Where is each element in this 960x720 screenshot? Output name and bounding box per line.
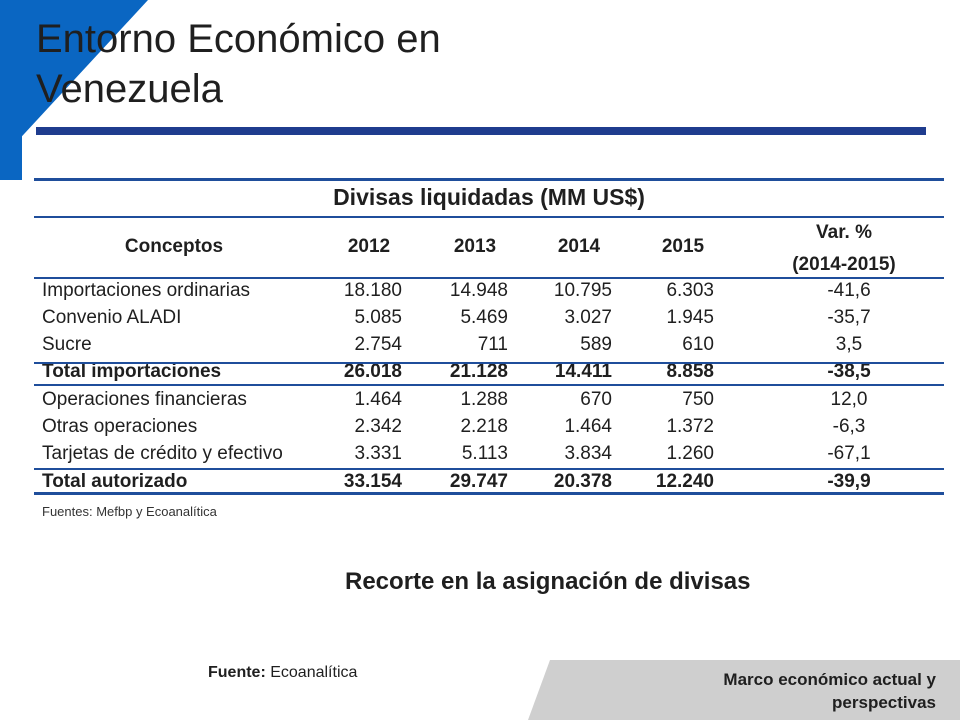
row-value-2012: 33.154 <box>343 471 402 492</box>
row-label: Sucre <box>42 334 92 355</box>
row-value-2013: 21.128 <box>449 361 508 382</box>
row-value-2015: 1.372 <box>666 416 714 437</box>
header-2012: 2012 <box>347 236 391 257</box>
footer-line2: perspectivas <box>832 693 936 712</box>
row-value-2012: 26.018 <box>343 361 402 382</box>
row-value-2015: 1.945 <box>666 307 714 328</box>
page-title-line1: Entorno Económico en <box>36 17 441 61</box>
footer-line1: Marco económico actual y <box>723 670 936 689</box>
row-variation: -39,9 <box>827 471 871 492</box>
row-variation: -38,5 <box>827 361 871 382</box>
table-caption: Divisas liquidadas (MM US$) <box>333 184 645 210</box>
row-value-2014: 3.027 <box>564 307 612 328</box>
row-variation: 3,5 <box>835 334 863 355</box>
row-variation: 12,0 <box>830 389 868 410</box>
row-value-2015: 750 <box>682 389 714 410</box>
header-2014: 2014 <box>557 236 601 257</box>
row-label: Importaciones ordinarias <box>42 280 251 301</box>
row-variation: -35,7 <box>827 307 871 328</box>
row-value-2014: 14.411 <box>554 361 612 382</box>
row-value-2012: 2.754 <box>354 334 402 355</box>
row-value-2012: 5.085 <box>354 307 402 328</box>
source-value: Ecoanalítica <box>270 664 358 681</box>
side-accent-shape <box>0 0 148 180</box>
row-label: Tarjetas de crédito y efectivo <box>42 443 283 464</box>
row-label: Convenio ALADI <box>42 307 182 328</box>
row-value-2013: 711 <box>477 334 508 355</box>
row-value-2012: 18.180 <box>343 280 402 301</box>
header-2015: 2015 <box>661 236 705 257</box>
row-label: Total autorizado <box>42 471 188 492</box>
row-value-2013: 29.747 <box>449 471 508 492</box>
row-variation: -41,6 <box>827 280 871 301</box>
row-value-2014: 1.464 <box>564 416 612 437</box>
row-value-2015: 8.858 <box>666 361 714 382</box>
header-conceptos: Conceptos <box>124 236 224 257</box>
table-source-note: Fuentes: Mefbp y Ecoanalítica <box>42 504 217 519</box>
page-title-line2: Venezuela <box>36 67 223 111</box>
row-value-2013: 14.948 <box>449 280 508 301</box>
row-value-2012: 2.342 <box>354 416 402 437</box>
row-value-2014: 670 <box>580 389 612 410</box>
row-label: Otras operaciones <box>42 416 198 437</box>
source-label: Fuente: <box>208 664 266 681</box>
table-bottom-rule <box>34 492 944 495</box>
currency-table: Divisas liquidadas (MM US$) Conceptos 20… <box>34 178 944 520</box>
row-value-2013: 2.218 <box>460 416 508 437</box>
source-line: Fuente: Ecoanalítica <box>208 664 357 682</box>
subtotal-rule-top <box>34 362 944 364</box>
caption-rule <box>34 216 944 218</box>
header-var: Var. % <box>816 222 872 243</box>
row-label: Operaciones financieras <box>42 389 247 410</box>
row-value-2013: 5.113 <box>461 443 508 464</box>
row-value-2013: 5.469 <box>460 307 508 328</box>
row-value-2015: 12.240 <box>655 471 714 492</box>
page-title: Entorno Económico en Venezuela <box>36 14 636 114</box>
header-rule <box>34 277 944 279</box>
slide-subtitle: Recorte en la asignación de divisas <box>345 568 751 595</box>
row-variation: -6,3 <box>832 416 866 437</box>
row-value-2015: 610 <box>682 334 714 355</box>
row-value-2014: 3.834 <box>564 443 612 464</box>
row-value-2013: 1.288 <box>460 389 508 410</box>
footer-tab-shape <box>528 660 960 720</box>
header-2013: 2013 <box>453 236 497 257</box>
header-var-range: (2014-2015) <box>792 254 896 275</box>
row-variation: -67,1 <box>827 443 871 464</box>
subtotal-rule-bottom <box>34 384 944 386</box>
table-top-rule <box>34 178 944 181</box>
row-label: Total importaciones <box>42 361 222 382</box>
row-value-2012: 3.331 <box>354 443 402 464</box>
title-underline <box>36 127 926 135</box>
row-value-2014: 20.378 <box>553 471 612 492</box>
footer-label: Marco económico actual y perspectivas <box>616 668 936 714</box>
row-value-2014: 10.795 <box>553 280 612 301</box>
row-value-2012: 1.464 <box>354 389 402 410</box>
row-value-2015: 6.303 <box>666 280 714 301</box>
total-rule-top <box>34 468 944 470</box>
row-value-2014: 589 <box>580 334 612 355</box>
row-value-2015: 1.260 <box>666 443 714 464</box>
